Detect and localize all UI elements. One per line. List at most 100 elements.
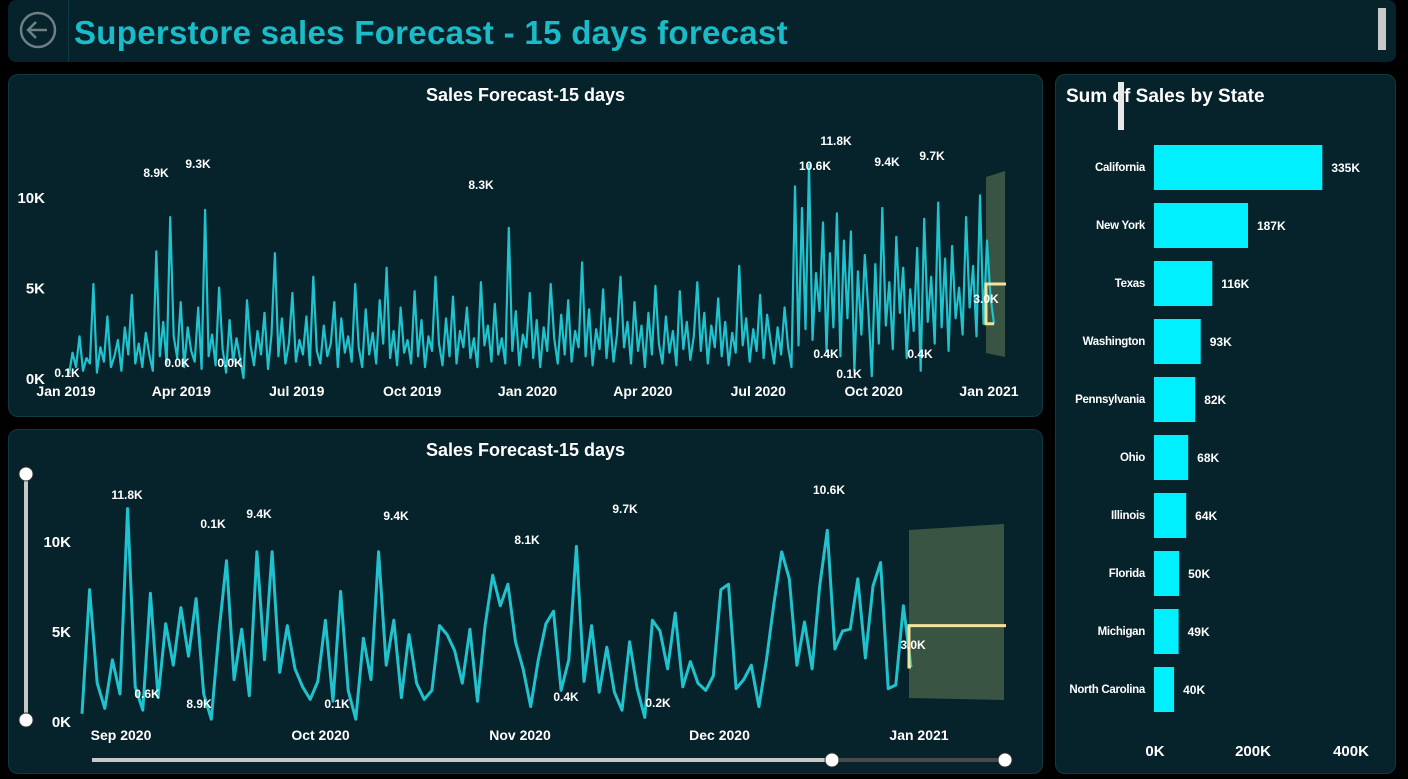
state-bar bbox=[1154, 667, 1175, 712]
state-bar bbox=[1154, 203, 1248, 248]
bar-value-label: 50K bbox=[1188, 567, 1210, 581]
state-label: Florida bbox=[1109, 568, 1146, 580]
state-bar bbox=[1154, 435, 1189, 480]
back-button[interactable] bbox=[14, 6, 62, 54]
top-chart-title: Sales Forecast-15 days bbox=[425, 85, 626, 105]
bottom-forecast-chart: 0K 5K 10K Sep 2020 Oct 2020 Nov 2020 Dec 2020 J… bbox=[18, 466, 1013, 768]
bar-value-label: 93K bbox=[1210, 335, 1232, 349]
bar-value-label: 335K bbox=[1331, 161, 1360, 175]
data-label: 0.6K bbox=[134, 687, 160, 701]
bar-value-label: 40K bbox=[1183, 683, 1205, 697]
data-label: 8.3K bbox=[468, 178, 494, 192]
x-tick-label: Jul 2019 bbox=[269, 383, 324, 399]
data-label: 0.4K bbox=[553, 690, 579, 704]
state-bar bbox=[1154, 261, 1213, 306]
y-tick-label: 10K bbox=[17, 190, 45, 207]
sales-line bbox=[67, 163, 996, 380]
state-bar bbox=[1154, 551, 1180, 596]
state-bar bbox=[1154, 145, 1323, 190]
state-label: North Carolina bbox=[1069, 684, 1146, 696]
data-label: 0.4K bbox=[813, 347, 839, 361]
x-range-slider-handle[interactable] bbox=[997, 752, 1013, 768]
data-label: 11.8K bbox=[111, 488, 143, 502]
x-tick-label: Jul 2020 bbox=[731, 383, 786, 399]
forecast-line bbox=[907, 624, 1006, 669]
y-tick-label: 0K bbox=[52, 714, 71, 731]
state-bar bbox=[1154, 319, 1201, 364]
data-label: 9.4K bbox=[246, 507, 272, 521]
y-tick-label: 5K bbox=[52, 624, 71, 641]
header-divider bbox=[68, 0, 69, 62]
slider-thumb bbox=[1118, 82, 1124, 130]
data-label: 0.0K bbox=[217, 356, 243, 370]
header-bar: Superstore sales Forecast - 15 days fore… bbox=[8, 0, 1396, 62]
state-label: Illinois bbox=[1111, 510, 1145, 522]
state-label: Pennsylvania bbox=[1075, 394, 1146, 406]
data-label: 0.1K bbox=[200, 517, 226, 531]
y-tick-label: 0K bbox=[26, 371, 45, 388]
forecast-confidence-band bbox=[909, 524, 1004, 700]
bar-value-label: 82K bbox=[1204, 393, 1226, 407]
x-tick-label: Jan 2021 bbox=[959, 383, 1018, 399]
data-label: 10.6K bbox=[813, 483, 845, 497]
bar-value-label: 49K bbox=[1188, 625, 1210, 639]
x-tick-label: Oct 2020 bbox=[844, 383, 903, 399]
x-tick-label: Dec 2020 bbox=[689, 727, 750, 743]
data-label: 0.1K bbox=[836, 367, 862, 381]
state-sales-panel: Sum of Sales by State California 335K New … bbox=[1055, 74, 1396, 774]
forecast-line bbox=[984, 282, 1006, 326]
data-label: 0.0K bbox=[164, 356, 190, 370]
data-label: 9.4K bbox=[874, 155, 900, 169]
x-tick-label: Oct 2020 bbox=[291, 727, 350, 743]
x-tick-label: Oct 2019 bbox=[383, 383, 442, 399]
top-forecast-panel: Sales Forecast-15 days 0K 5K 10K Jan 2019 Ap… bbox=[8, 74, 1043, 417]
data-label: 8.1K bbox=[514, 533, 540, 547]
data-label: 0.4K bbox=[907, 347, 933, 361]
x-tick-label: Jan 2021 bbox=[889, 727, 948, 743]
state-bar bbox=[1154, 609, 1179, 654]
state-label: Texas bbox=[1115, 278, 1145, 290]
data-label: 8.9K bbox=[186, 697, 212, 711]
state-label: California bbox=[1095, 162, 1146, 174]
data-label: 8.9K bbox=[143, 166, 169, 180]
x-tick-label: Apr 2019 bbox=[152, 383, 211, 399]
data-label: 9.7K bbox=[612, 502, 638, 516]
back-arrow-icon bbox=[19, 11, 57, 49]
data-label: 9.7K bbox=[919, 149, 945, 163]
data-label: 3.0K bbox=[973, 292, 999, 306]
bottom-chart-title: Sales Forecast-15 days bbox=[425, 440, 626, 460]
x-range-slider-handle[interactable] bbox=[824, 752, 840, 768]
bar-value-label: 64K bbox=[1195, 509, 1217, 523]
y-tick-label: 5K bbox=[26, 281, 45, 298]
bar-chart-title: Sum of Sales by State bbox=[1066, 86, 1265, 107]
bottom-forecast-panel: Sales Forecast-15 days 0K 5K 10K Sep 2020 Oc… bbox=[8, 429, 1043, 774]
x-tick-label: 400K bbox=[1333, 743, 1369, 760]
x-tick-label: Jan 2019 bbox=[36, 383, 95, 399]
x-tick-label: Jan 2020 bbox=[498, 383, 557, 399]
bar-value-label: 116K bbox=[1221, 277, 1249, 291]
sales-line bbox=[80, 507, 913, 721]
data-label: 0.1K bbox=[54, 366, 80, 380]
state-label: Ohio bbox=[1120, 452, 1145, 464]
data-label: 3.0K bbox=[900, 638, 926, 652]
scrollbar-thumb[interactable] bbox=[1378, 8, 1386, 50]
x-tick-label: Sep 2020 bbox=[91, 727, 152, 743]
state-label: Michigan bbox=[1098, 626, 1146, 638]
data-label: 9.3K bbox=[185, 157, 211, 171]
state-label: Washington bbox=[1083, 336, 1146, 348]
data-label: 11.8K bbox=[820, 134, 852, 148]
x-tick-label: 200K bbox=[1235, 743, 1271, 760]
state-bar bbox=[1154, 377, 1196, 422]
y-range-slider-handle[interactable] bbox=[18, 712, 34, 728]
state-sales-bar-chart: California 335K New York 187K Texas 116K Washi… bbox=[1069, 82, 1369, 760]
page-title: Superstore sales Forecast - 15 days fore… bbox=[74, 14, 788, 51]
y-range-slider-handle[interactable] bbox=[18, 466, 34, 482]
data-label: 10.6K bbox=[799, 159, 831, 173]
top-forecast-chart: 0K 5K 10K Jan 2019 Apr 2019 Jul 2019 Oct 2019 J… bbox=[17, 134, 1018, 399]
data-label: 9.4K bbox=[383, 509, 409, 523]
y-tick-label: 10K bbox=[43, 534, 71, 551]
state-label: New York bbox=[1096, 220, 1146, 232]
state-bar bbox=[1154, 493, 1187, 538]
forecast-confidence-band bbox=[986, 171, 1005, 357]
x-tick-label: Apr 2020 bbox=[613, 383, 672, 399]
